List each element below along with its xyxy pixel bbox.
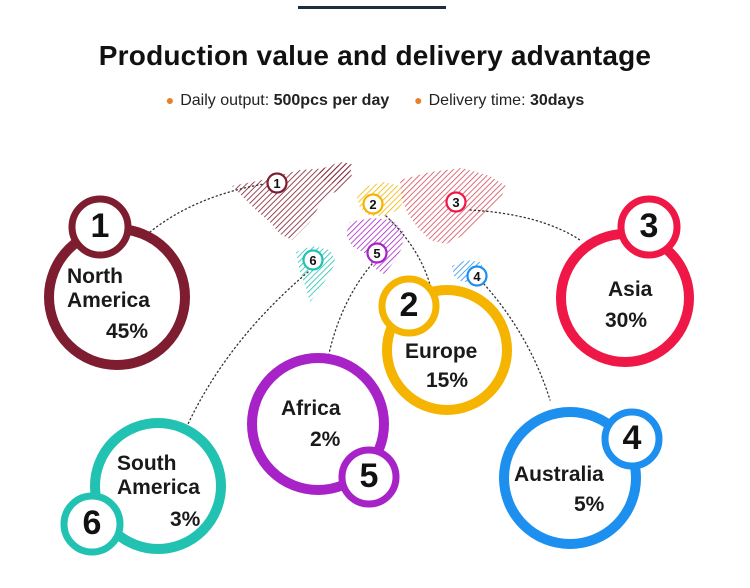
region-pct-australia: 5% (574, 493, 605, 516)
badge-6 (60, 492, 124, 556)
region-pct-europe: 15% (426, 369, 469, 392)
map-marker-5-text: 5 (373, 246, 380, 261)
badge-number-3: 3 (639, 207, 659, 245)
connector-south-america (187, 271, 309, 425)
delivery-label: Delivery time: (428, 92, 526, 109)
map-greenland (318, 162, 352, 184)
bullet-icon: ● (414, 92, 423, 108)
badge-number-1: 1 (90, 207, 110, 245)
badge-number-2: 2 (399, 286, 419, 324)
region-name-south-america: South America (117, 452, 200, 499)
badge-number-6: 6 (82, 504, 102, 542)
map-markers: 1 2 3 4 5 6 (266, 172, 488, 287)
ring-australia (499, 407, 641, 549)
connector-africa (327, 263, 373, 359)
ring-europe (382, 285, 512, 415)
region-pct-north-america: 45% (106, 320, 149, 343)
badge-number-4: 4 (622, 419, 642, 457)
badge-4 (601, 408, 663, 470)
map-north-america (232, 162, 352, 240)
badge-5 (338, 446, 400, 508)
region-name-line: South (117, 452, 177, 475)
region-name-australia: Australia (514, 463, 604, 486)
subtitle: ● Daily output: 500pcs per day ● Delivery … (0, 92, 750, 110)
connector-north-america (149, 183, 265, 233)
map-marker-2: 2 (362, 193, 384, 215)
connector-lines (149, 183, 581, 425)
map-marker-2-text: 2 (369, 197, 376, 212)
map-marker-3: 3 (445, 191, 467, 213)
region-name-line: North (67, 265, 123, 288)
map-marker-5: 5 (366, 242, 388, 264)
map-marker-1-text: 1 (273, 176, 280, 191)
output-value: 500pcs per day (273, 92, 390, 109)
region-pct-south-america: 3% (170, 508, 201, 531)
region-pct-asia: 30% (605, 309, 648, 332)
map-marker-6: 6 (302, 249, 324, 271)
page-title: Production value and delivery advantage (98, 40, 652, 71)
map-marker-3-text: 3 (452, 195, 459, 210)
region-pct-africa: 2% (310, 428, 341, 451)
map-marker-6-text: 6 (309, 253, 316, 268)
ring-africa (247, 353, 389, 495)
badge-2 (378, 275, 440, 337)
connector-asia (469, 209, 581, 241)
region-name-line: America (67, 288, 150, 312)
region-name-north-america: North America (67, 265, 150, 312)
top-accent-line (298, 6, 446, 9)
badge-1 (68, 195, 132, 259)
badge-3 (617, 195, 681, 259)
region-name-europe: Europe (405, 340, 478, 363)
number-badges (60, 195, 681, 556)
map-marker-4-text: 4 (473, 269, 481, 284)
region-name-line: America (117, 475, 200, 499)
badge-number-5: 5 (359, 457, 379, 495)
region-name-africa: Africa (281, 397, 341, 420)
delivery-value: 30days (529, 92, 585, 109)
connector-australia (483, 283, 551, 401)
ring-south-america (90, 418, 226, 554)
map-marker-4: 4 (466, 265, 488, 287)
bullet-icon: ● (165, 92, 175, 108)
map-marker-1: 1 (266, 172, 288, 194)
region-name-asia: Asia (608, 278, 653, 301)
output-label: Daily output: (180, 92, 270, 109)
